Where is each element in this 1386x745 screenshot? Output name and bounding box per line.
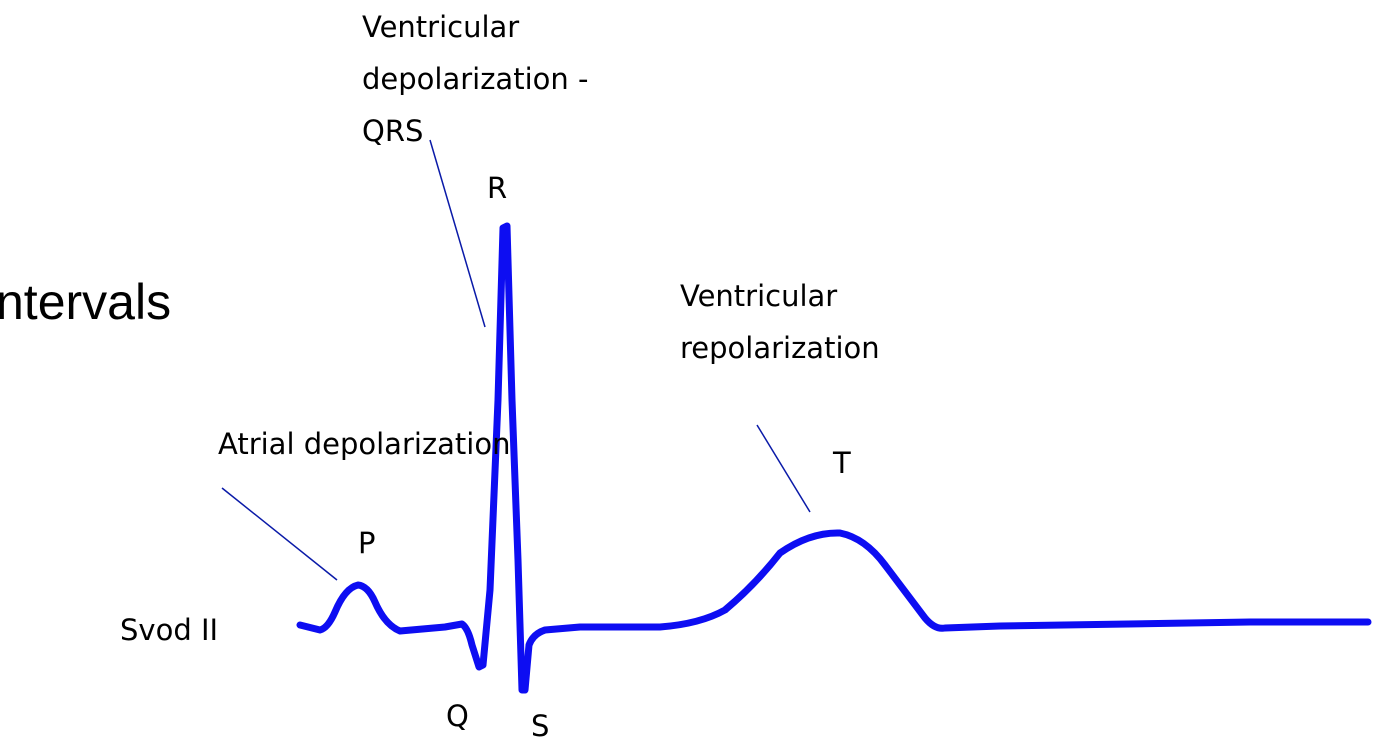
wave-label: Q <box>446 699 469 733</box>
label: depolarization - <box>362 62 588 96</box>
slide-title: ntervals <box>0 274 171 330</box>
wave-label: P <box>358 526 376 560</box>
label: Ventricular <box>362 10 519 44</box>
pointer-line <box>429 139 486 328</box>
wave-label: R <box>487 171 507 205</box>
lead-label: Svod II <box>120 613 218 647</box>
pointer-line <box>756 424 811 513</box>
ecg-trace <box>296 222 1372 694</box>
label: Ventricular <box>680 279 837 313</box>
label: Atrial depolarization <box>218 427 510 461</box>
wave-label: S <box>531 709 549 743</box>
pointer-line <box>221 487 338 581</box>
label: repolarization <box>680 331 880 365</box>
label: QRS <box>362 114 423 148</box>
wave-label: T <box>832 446 851 480</box>
